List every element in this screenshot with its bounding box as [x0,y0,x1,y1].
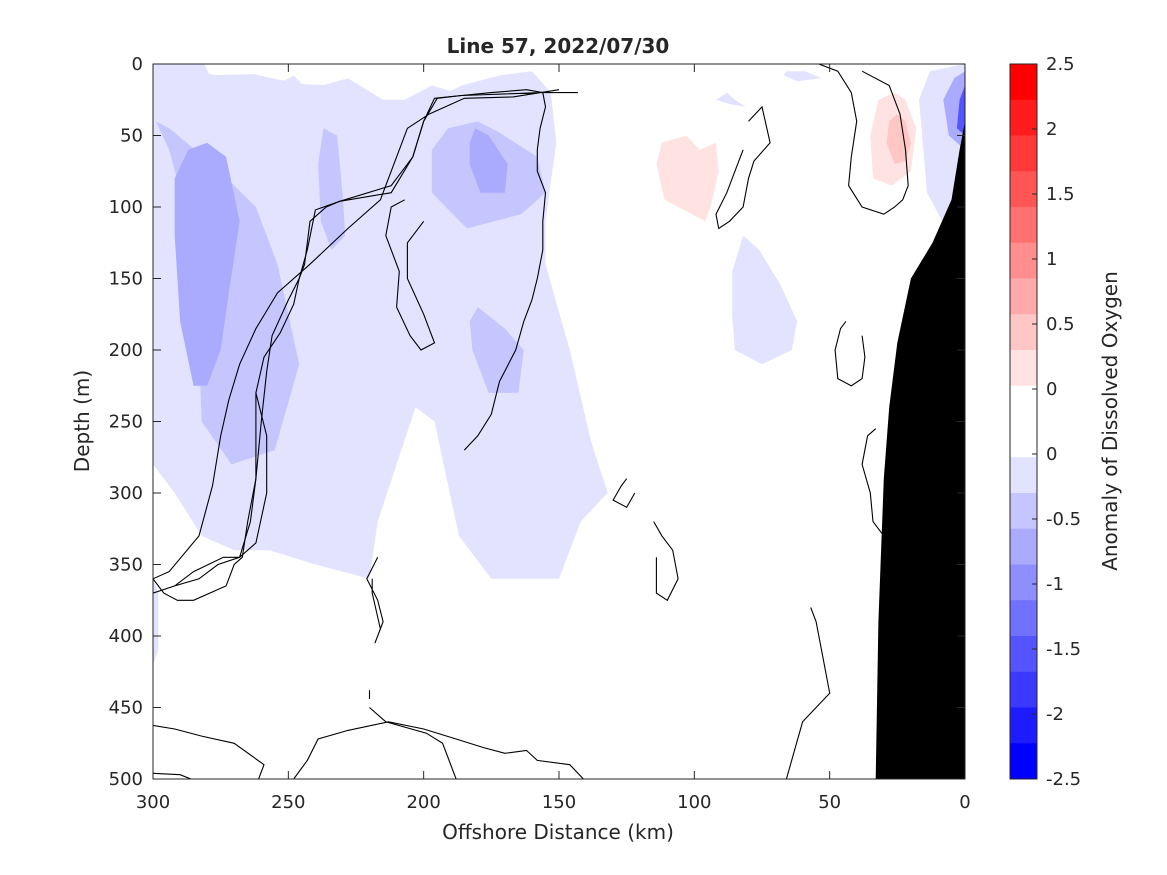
y-tick-label: 400 [109,626,143,647]
colorbar-band [1010,743,1037,780]
x-axis-label: Offshore Distance (km) [442,820,674,844]
colorbar-band [1010,421,1037,458]
anomaly-region-7 [469,128,508,193]
colorbar-band [1010,528,1037,565]
chart-title: Line 57, 2022/07/30 [447,34,670,58]
colorbar-ticks: 2.5 2 1.5 1 0.5 0 0 -0.5 -1 -1.5 -2 -2.5 [1032,54,1081,790]
colorbar-band [1010,278,1037,315]
colorbar-band [1010,600,1037,637]
colorbar-frame [1009,63,1038,780]
y-tick-label: 200 [109,340,143,361]
colorbar-tick-label: 1.5 [1046,184,1075,205]
anomaly-region-5 [469,307,524,393]
colorbar-band [1010,564,1037,601]
anomaly-region-17 [956,85,965,136]
zero-contours [153,64,909,779]
colorbar-tick-label: 2 [1046,119,1057,140]
colorbar-band [1010,636,1037,673]
x-tick-label: 100 [677,792,711,813]
y-tick-label: 250 [109,412,143,433]
colorbar-tick-label: 0 [1046,444,1057,465]
colorbar-band [1010,64,1037,101]
plot-area: 300 250 200 150 100 50 0 050100150200250300350… [109,54,971,813]
zero-contour-0 [153,772,192,779]
anomaly-region-12 [656,135,719,222]
anomaly-region-1 [153,64,535,265]
colorbar-band [1010,207,1037,244]
zero-contour-13 [653,521,679,602]
colorbar-band [1010,242,1037,279]
colorbar: 2.5 2 1.5 1 0.5 0 0 -0.5 -1 -1.5 -2 -2.5 [1009,54,1081,790]
colorbar-tick-label: -2.5 [1046,769,1081,790]
zero-contour-1 [153,724,265,779]
y-axis: 0 50 100 150 200 250 300 350 400 450 500 [109,54,965,790]
colorbar-tick-label: 0 [1046,379,1057,400]
colorbar-band [1010,314,1037,351]
colorbar-band [1010,671,1037,708]
zero-contour-9 [385,199,436,351]
colorbar-tick-label: -2 [1046,704,1064,725]
x-tick-label: 250 [271,792,305,813]
colorbar-tick-label: 2.5 [1046,54,1075,75]
colorbar-tick-label: -1.5 [1046,639,1081,660]
x-tick-label: 0 [959,792,970,813]
zero-contour-15 [861,428,885,537]
y-tick-label: 350 [109,555,143,576]
zero-contour-7 [818,64,909,215]
colorbar-band [1010,493,1037,530]
y-tick-label: 500 [109,769,143,790]
x-tick-label: 150 [542,792,576,813]
colorbar-bands [1010,64,1037,780]
anomaly-region-3 [318,128,346,250]
colorbar-band [1010,171,1037,208]
colorbar-band [1010,385,1037,422]
zero-contour-2 [369,707,457,779]
colorbar-band [1010,707,1037,744]
anomaly-region-10 [783,71,822,82]
y-axis-label: Depth (m) [70,370,94,472]
x-tick-label: 50 [818,792,841,813]
x-tick-label: 200 [406,792,440,813]
anomaly-region-9 [716,92,746,107]
colorbar-tick-label: -1 [1046,574,1064,595]
y-tick-label: 150 [109,269,143,290]
y-tick-label: 300 [109,483,143,504]
y-tick-label: 100 [109,197,143,218]
y-tick-label: 0 [132,54,143,75]
zero-contour-5 [153,89,547,594]
zero-contour-10 [366,557,384,644]
zero-contour-6 [153,89,578,601]
x-tick-label: 300 [136,792,170,813]
zero-contour-14 [785,607,831,779]
anomaly-region-8 [732,235,798,365]
colorbar-label: Anomaly of Dissolved Oxygen [1098,271,1122,571]
shelf-bathymetry [875,121,965,779]
zero-contour-3 [293,721,584,779]
colorbar-tick-label: 0.5 [1046,314,1075,335]
zero-contour-12 [612,478,636,509]
colorbar-tick-label: 1 [1046,249,1057,270]
colorbar-tick-label: -0.5 [1046,509,1081,530]
colorbar-band [1010,135,1037,172]
anomaly-region-6 [174,142,240,386]
y-tick-label: 50 [120,126,143,147]
colorbar-band [1010,350,1037,387]
zero-contour-11 [834,321,866,387]
anomaly-region-14 [886,114,911,165]
y-tick-label: 450 [109,698,143,719]
zero-contour-8 [715,105,771,230]
anomaly-region-11 [153,578,159,665]
shelf-polygon [875,121,965,779]
colorbar-band [1010,99,1037,136]
x-axis: 300 250 200 150 100 50 0 [136,64,971,813]
colorbar-band [1010,457,1037,494]
